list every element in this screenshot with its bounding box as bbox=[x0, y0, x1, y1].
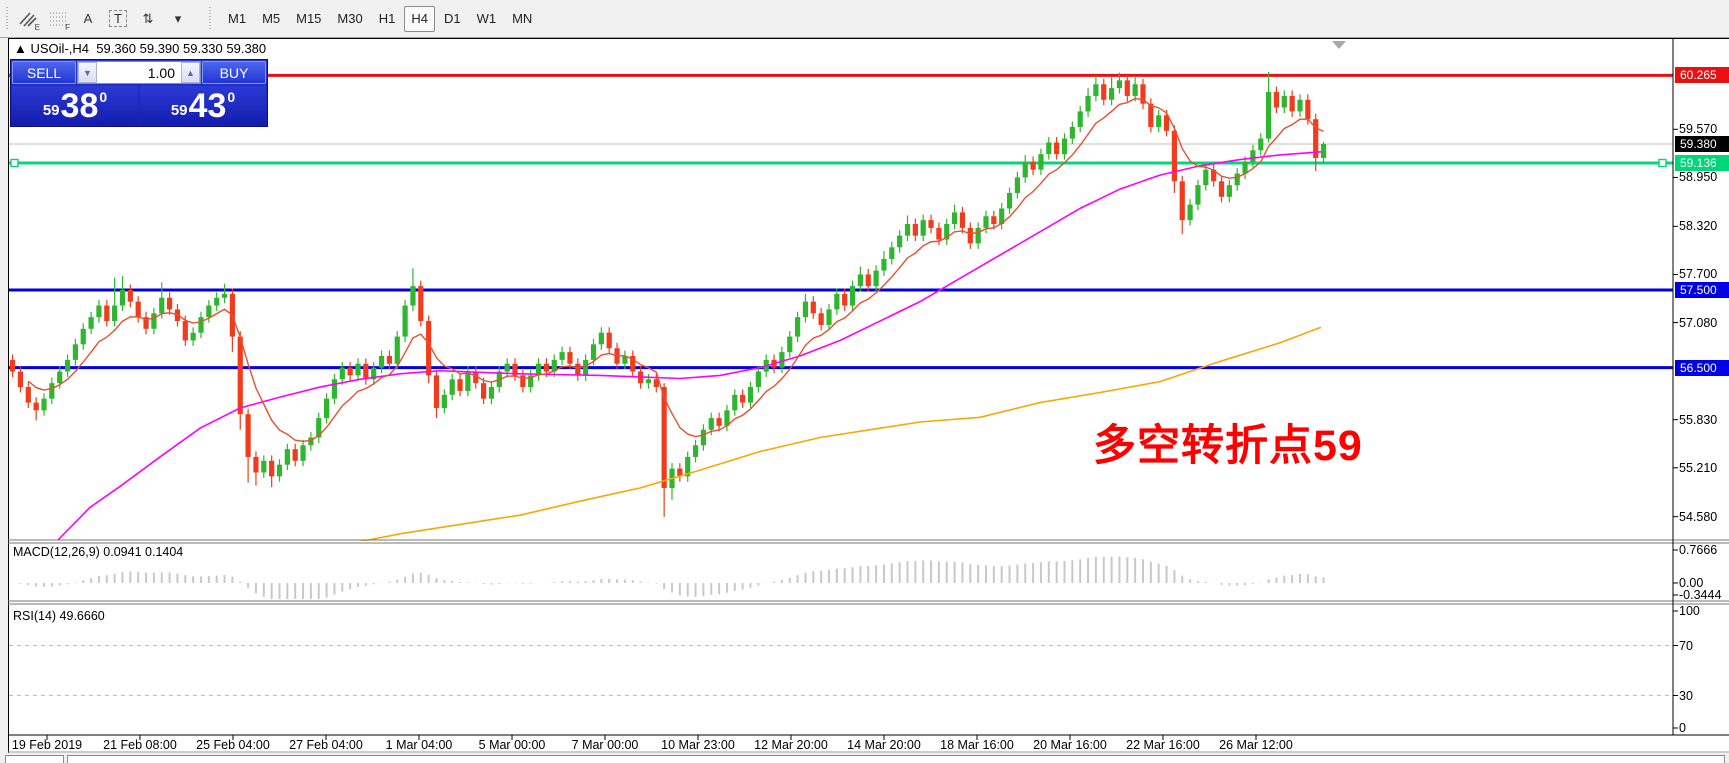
date-tick-label: 21 Feb 08:00 bbox=[103, 738, 177, 752]
volume-down-icon[interactable]: ▼ bbox=[78, 62, 97, 83]
crosshatch-e-icon[interactable]: E bbox=[14, 5, 42, 33]
date-tick-label: 7 Mar 00:00 bbox=[571, 738, 639, 752]
date-tick-label: 14 Mar 20:00 bbox=[847, 738, 921, 752]
date-tick-label: 20 Mar 16:00 bbox=[1033, 738, 1107, 752]
rsi-axis-label: 0 bbox=[1679, 721, 1686, 735]
timeframe-mn[interactable]: MN bbox=[512, 11, 533, 26]
timeframe-h4[interactable]: H4 bbox=[404, 5, 435, 32]
price-tick-label: 54.580 bbox=[1679, 509, 1718, 524]
macd-axis-label: 0.7666 bbox=[1679, 543, 1718, 557]
date-tick-label: 1 Mar 04:00 bbox=[385, 738, 453, 752]
toolbar: E F A T ⇅ ▾ M1 M5 M15 M30 H1 H4 D1 W1 MN bbox=[0, 0, 1729, 38]
chart-window[interactable] bbox=[8, 38, 1729, 753]
timeframe-m5[interactable]: M5 bbox=[262, 11, 281, 26]
buy-button[interactable]: BUY bbox=[202, 61, 266, 84]
ohlc-quotes: 59.360 59.390 59.330 59.380 bbox=[96, 41, 267, 56]
chart-title: ▲ USOil-,H4 59.360 59.390 59.330 59.380 bbox=[14, 41, 266, 56]
price-badge: 59.380 bbox=[1675, 136, 1729, 153]
price-tick-label: 57.080 bbox=[1679, 315, 1718, 330]
timeframe-d1[interactable]: D1 bbox=[443, 11, 461, 26]
sell-button[interactable]: SELL bbox=[12, 61, 76, 84]
timeframe-m30[interactable]: M30 bbox=[337, 11, 363, 26]
date-tick-label: 12 Mar 20:00 bbox=[754, 738, 828, 752]
timeframe-w1[interactable]: W1 bbox=[476, 11, 497, 26]
volume-stepper: ▼ 1.00 ▲ bbox=[77, 61, 201, 84]
price-badge: 57.500 bbox=[1675, 282, 1729, 298]
price-tick-label: 55.210 bbox=[1679, 460, 1718, 475]
rsi-axis-label: 30 bbox=[1679, 688, 1693, 703]
price-badge: 56.500 bbox=[1675, 359, 1729, 376]
rsi-label: RSI(14) 49.6660 bbox=[13, 609, 105, 623]
price-tick-label: 58.950 bbox=[1679, 170, 1718, 185]
rsi-axis-label: 100 bbox=[1679, 604, 1700, 618]
price-tick-label: 55.830 bbox=[1679, 412, 1718, 427]
volume-up-icon[interactable]: ▲ bbox=[181, 62, 200, 83]
date-tick-label: 25 Feb 04:00 bbox=[196, 738, 270, 752]
timeframe-group: M1 M5 M15 M30 H1 H4 D1 W1 MN bbox=[220, 5, 540, 32]
buy-price-big: 43 bbox=[188, 86, 227, 125]
bottom-left-strip[interactable] bbox=[5, 755, 64, 763]
price-badge: 60.265 bbox=[1675, 67, 1729, 84]
date-tick-label: 27 Feb 04:00 bbox=[289, 738, 363, 752]
buy-price-small: 59 bbox=[170, 102, 188, 119]
macd-axis-label: 0.00 bbox=[1679, 576, 1704, 590]
arrange-arrows-icon[interactable]: ⇅ bbox=[142, 10, 154, 26]
bottom-scrollbar[interactable] bbox=[67, 755, 1725, 763]
price-tick-label: 57.700 bbox=[1679, 267, 1718, 282]
symbol-label: USOil-,H4 bbox=[30, 41, 90, 56]
date-tick-label: 26 Mar 12:00 bbox=[1219, 738, 1293, 752]
macd-axis-label: -0.3444 bbox=[1679, 588, 1722, 602]
buy-price-sup: 0 bbox=[227, 89, 236, 105]
one-click-trade-panel: SELL ▼ 1.00 ▲ BUY 59 38 0 59 43 0 bbox=[10, 59, 268, 127]
rsi-axis-label: 70 bbox=[1679, 638, 1693, 653]
macd-label: MACD(12,26,9) 0.0941 0.1404 bbox=[13, 545, 184, 559]
timeframe-h1[interactable]: H1 bbox=[378, 11, 396, 26]
toolbar-grip-2[interactable] bbox=[207, 6, 212, 31]
dropdown-caret-icon[interactable]: ▾ bbox=[174, 10, 182, 26]
price-badge: 59.136 bbox=[1675, 154, 1729, 171]
sell-price-big: 38 bbox=[60, 86, 99, 125]
text-a-icon[interactable]: A bbox=[83, 11, 93, 26]
date-tick-label: 19 Feb 2019 bbox=[11, 738, 83, 752]
chart-annotation-text[interactable]: 多空转折点59 bbox=[1093, 422, 1363, 470]
date-tick-label: 22 Mar 16:00 bbox=[1126, 738, 1200, 752]
price-tick-label: 58.320 bbox=[1679, 219, 1718, 234]
timeframe-m1[interactable]: M1 bbox=[228, 11, 247, 26]
buy-price-display[interactable]: 59 43 0 bbox=[140, 86, 266, 125]
textbox-t-icon[interactable]: T bbox=[104, 5, 132, 33]
chart-shift-marker-icon[interactable] bbox=[1332, 41, 1346, 49]
date-tick-label: 10 Mar 23:00 bbox=[661, 738, 735, 752]
grid-f-icon[interactable]: F bbox=[50, 12, 70, 32]
toolbar-grip[interactable] bbox=[4, 6, 9, 31]
sell-price-display[interactable]: 59 38 0 bbox=[12, 86, 138, 125]
sell-price-small: 59 bbox=[42, 102, 60, 119]
timeframe-m15[interactable]: M15 bbox=[296, 11, 322, 26]
sell-price-sup: 0 bbox=[99, 89, 108, 105]
date-tick-label: 5 Mar 00:00 bbox=[478, 738, 546, 752]
price-tick-label: 59.570 bbox=[1679, 122, 1718, 137]
volume-value[interactable]: 1.00 bbox=[147, 64, 175, 81]
collapse-icon[interactable]: ▲ bbox=[14, 41, 27, 56]
drawing-tools-group: E F A T ⇅ ▾ bbox=[13, 5, 193, 33]
date-tick-label: 18 Mar 16:00 bbox=[940, 738, 1014, 752]
